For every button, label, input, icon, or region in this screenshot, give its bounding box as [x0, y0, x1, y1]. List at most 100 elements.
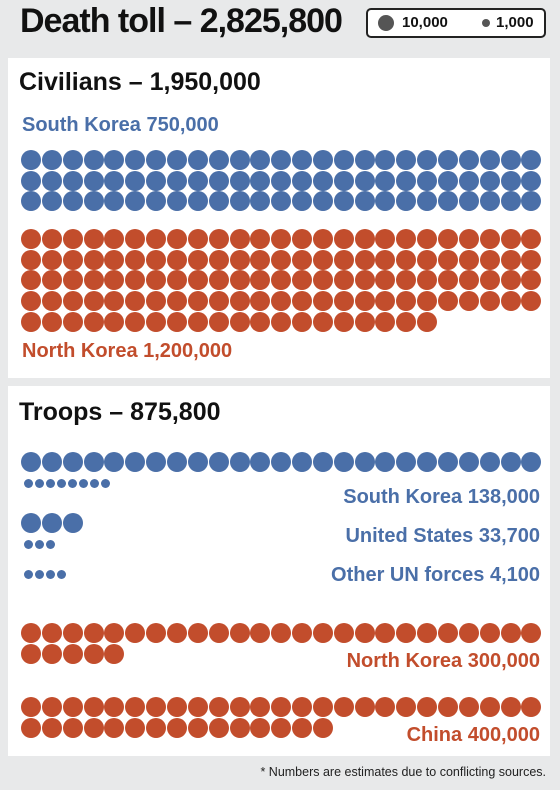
troops-north-korea-big-dot — [250, 623, 271, 643]
civilians-north-korea-big-dot — [417, 311, 438, 332]
troops-north-korea-big-dot — [187, 623, 208, 643]
civilians-north-korea-big-dot — [125, 249, 146, 270]
troops-china-big-dot — [521, 697, 542, 717]
troops-south-korea-big-dot — [41, 452, 62, 472]
civilians-north-korea-big-dot — [125, 229, 146, 249]
civilians-south-korea-big-dot — [125, 191, 146, 212]
civilians-north-korea-big-dot — [187, 249, 208, 270]
civilians-south-korea-big-dot — [41, 150, 62, 170]
civilians-south-korea-big-dot — [354, 170, 375, 191]
troops-north-korea-big-dot — [208, 623, 229, 643]
troops-north-korea-big-dot — [41, 643, 62, 664]
civilians-north-korea-big-dot — [479, 291, 500, 312]
civilians-south-korea-label: South Korea 750,000 — [22, 114, 219, 136]
civilians-north-korea-big-dot — [104, 311, 125, 332]
civilians-north-korea-big-dot — [271, 229, 292, 249]
civilians-north-korea-big-dot — [62, 291, 83, 312]
troops-china-big-dot — [208, 697, 229, 717]
civilians-south-korea-big-dot — [271, 191, 292, 212]
civilians-north-korea-big-dot — [354, 270, 375, 291]
troops-north-korea-big-dot — [333, 623, 354, 643]
troops-south-korea-big-dot — [500, 452, 521, 472]
civilians-north-korea-big-dot — [479, 249, 500, 270]
civilians-north-korea-big-dot — [104, 229, 125, 249]
civilians-north-korea-big-dot — [458, 249, 479, 270]
civilians-north-korea-big-dot — [104, 270, 125, 291]
civilians-south-korea-big-dot — [21, 170, 41, 191]
civilians-north-korea-big-dot — [479, 270, 500, 291]
civilians-north-korea-big-dot — [146, 291, 167, 312]
troops-north-korea-big-dot — [83, 643, 104, 664]
civilians-north-korea-big-dot — [333, 249, 354, 270]
civilians-south-korea-big-dot — [208, 170, 229, 191]
civilians-north-korea-big-dot — [438, 229, 458, 249]
civilians-north-korea-big-dot — [271, 291, 292, 312]
troops-south-korea-big-dot — [458, 452, 479, 472]
civilians-north-korea-big-dot — [104, 249, 125, 270]
troops-china-big-dot — [125, 697, 146, 717]
troops-china-big-dot — [21, 717, 41, 738]
troops-south-korea-big-dot — [292, 452, 313, 472]
troops-china-big-dot — [62, 717, 83, 738]
civilians-north-korea-big-dot — [354, 249, 375, 270]
troops-panel — [8, 386, 550, 756]
troops-north-korea-label: North Korea 300,000 — [346, 650, 540, 672]
troops-south-korea-big-dot — [229, 452, 250, 472]
civilians-north-korea-big-dot — [458, 229, 479, 249]
troops-south-korea-small-dot — [90, 479, 99, 488]
civilians-south-korea-big-dot — [104, 170, 125, 191]
civilians-south-korea-big-dot — [41, 170, 62, 191]
troops-south-korea-big-dot — [438, 452, 458, 472]
civilians-north-korea-big-dot — [187, 229, 208, 249]
troops-south-korea-small-dot — [68, 479, 77, 488]
troops-china-big-dot — [479, 697, 500, 717]
civilians-north-korea-big-dot — [292, 311, 313, 332]
troops-south-korea-big-dot — [187, 452, 208, 472]
civilians-north-korea-big-dot — [166, 311, 187, 332]
page-title: Death toll – 2,825,800 — [20, 2, 343, 40]
civilians-north-korea-big-dot — [208, 249, 229, 270]
civilians-north-korea-big-dot — [250, 249, 271, 270]
civilians-south-korea-big-dot — [521, 150, 542, 170]
troops-china-big-dot — [250, 717, 271, 738]
troops-united-states-big-dot — [41, 513, 62, 533]
civilians-south-korea-big-dot — [375, 170, 396, 191]
civilians-south-korea-big-dot — [187, 170, 208, 191]
troops-south-korea-big-dot — [62, 452, 83, 472]
troops-north-korea-big-dot — [292, 623, 313, 643]
troops-china-big-dot — [354, 697, 375, 717]
civilians-north-korea-big-dot — [396, 270, 417, 291]
civilians-south-korea-big-dot — [229, 191, 250, 212]
civilians-north-korea-big-dot — [417, 229, 438, 249]
troops-south-korea-big-dot — [396, 452, 417, 472]
civilians-south-korea-big-dot — [333, 150, 354, 170]
civilians-south-korea-big-dot — [187, 191, 208, 212]
troops-other-un-label: Other UN forces 4,100 — [331, 564, 540, 586]
civilians-north-korea-big-dot — [396, 311, 417, 332]
civilians-north-korea-big-dot — [146, 270, 167, 291]
troops-china-big-dot — [83, 697, 104, 717]
civilians-south-korea-big-dot — [104, 150, 125, 170]
troops-china-big-dot — [229, 717, 250, 738]
troops-united-states-small-dot — [35, 540, 44, 549]
troops-china-big-dot — [83, 717, 104, 738]
troops-south-korea-big-dot — [208, 452, 229, 472]
troops-north-korea-big-dot — [83, 623, 104, 643]
troops-north-korea-big-dot — [41, 623, 62, 643]
civilians-south-korea-big-dot — [125, 150, 146, 170]
civilians-north-korea-big-dot — [500, 291, 521, 312]
troops-north-korea-big-dot — [104, 643, 125, 664]
civilians-south-korea-big-dot — [333, 170, 354, 191]
civilians-north-korea-big-dot — [375, 291, 396, 312]
troops-other-un-forces-small-dot — [57, 570, 66, 579]
troops-south-korea-small-dot — [79, 479, 88, 488]
civilians-north-korea-big-dot — [83, 229, 104, 249]
civilians-south-korea-big-dot — [521, 170, 542, 191]
civilians-north-korea-big-dot — [396, 229, 417, 249]
troops-united-states-label: United States 33,700 — [345, 525, 540, 547]
civilians-south-korea-big-dot — [41, 191, 62, 212]
civilians-north-korea-big-dot — [250, 270, 271, 291]
civilians-south-korea-big-dot — [292, 191, 313, 212]
civilians-south-korea-big-dot — [312, 170, 333, 191]
civilians-north-korea-big-dot — [83, 291, 104, 312]
